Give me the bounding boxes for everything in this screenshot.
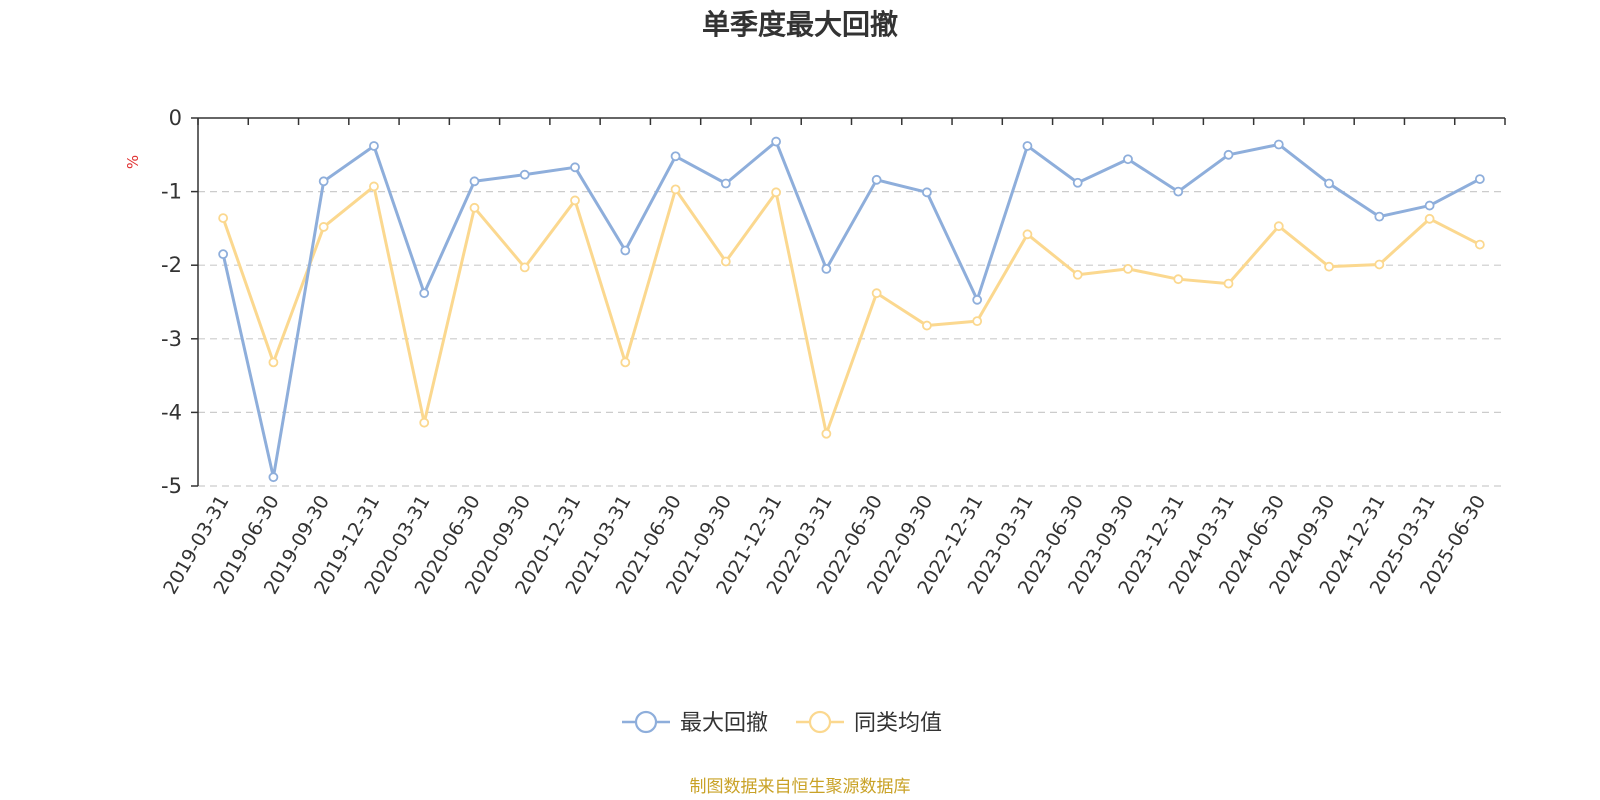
data-point[interactable]: [1173, 274, 1184, 285]
data-point[interactable]: [1424, 213, 1435, 224]
data-point[interactable]: [1424, 200, 1435, 211]
series-line: [221, 184, 1481, 436]
data-point[interactable]: [1223, 278, 1234, 289]
data-point[interactable]: [419, 288, 430, 299]
data-point[interactable]: [1173, 186, 1184, 197]
data-point[interactable]: [1123, 154, 1133, 165]
data-point[interactable]: [1324, 261, 1334, 272]
data-point[interactable]: [620, 357, 631, 368]
legend-label: 同类均值: [854, 711, 942, 736]
data-point[interactable]: [268, 472, 279, 483]
data-point[interactable]: [821, 428, 832, 439]
y-tick-label: -3: [161, 327, 182, 351]
series-peer-average: [218, 181, 1485, 439]
data-point[interactable]: [1022, 229, 1033, 240]
data-point[interactable]: [871, 174, 882, 185]
y-tick-label: 0: [169, 106, 182, 130]
data-point[interactable]: [1072, 177, 1083, 188]
data-point[interactable]: [972, 294, 983, 305]
legend-label: 最大回撤: [680, 711, 768, 736]
data-point[interactable]: [419, 417, 430, 428]
data-point[interactable]: [922, 187, 932, 198]
data-point[interactable]: [369, 141, 379, 151]
data-point[interactable]: [1374, 211, 1385, 222]
y-tick-label: -2: [161, 253, 182, 277]
data-point[interactable]: [771, 187, 781, 198]
data-point[interactable]: [268, 357, 279, 368]
legend-marker: [808, 710, 832, 734]
data-point[interactable]: [1223, 149, 1234, 160]
data-point[interactable]: [570, 195, 580, 206]
data-point[interactable]: [218, 213, 229, 223]
legend-marker: [634, 710, 658, 734]
data-point[interactable]: [620, 245, 631, 256]
data-point[interactable]: [670, 151, 681, 162]
legend-item-peer-average[interactable]: 同类均值: [796, 710, 942, 736]
y-tick-label: -4: [161, 400, 182, 424]
data-point[interactable]: [469, 202, 480, 213]
data-point[interactable]: [821, 263, 832, 274]
data-point[interactable]: [1324, 178, 1334, 189]
series-max-drawdown: [218, 136, 1485, 483]
data-point[interactable]: [469, 176, 480, 187]
series-line: [221, 140, 1481, 479]
data-point[interactable]: [1474, 239, 1485, 250]
data-point[interactable]: [369, 181, 379, 192]
legend-item-max-drawdown[interactable]: 最大回撤: [622, 710, 768, 736]
data-point[interactable]: [1273, 139, 1284, 150]
y-axis-unit-label: %: [124, 155, 142, 169]
data-point[interactable]: [871, 288, 882, 299]
data-point[interactable]: [318, 222, 329, 232]
data-point[interactable]: [519, 262, 530, 273]
y-tick-label: -1: [161, 180, 182, 204]
data-point[interactable]: [922, 320, 932, 331]
data-point[interactable]: [720, 256, 731, 267]
data-point[interactable]: [1022, 141, 1033, 151]
legend[interactable]: 最大回撤 同类均值: [622, 710, 942, 736]
axes: 0-1-2-3-4-52019-03-312019-06-302019-09-3…: [159, 106, 1506, 598]
data-point[interactable]: [972, 316, 983, 327]
data-point[interactable]: [570, 162, 580, 173]
data-point[interactable]: [519, 169, 530, 180]
series-lines: [218, 136, 1485, 483]
data-point[interactable]: [1474, 174, 1485, 184]
data-point[interactable]: [1273, 221, 1284, 232]
data-point[interactable]: [720, 178, 731, 189]
data-point[interactable]: [1072, 269, 1083, 280]
data-point[interactable]: [218, 249, 229, 260]
y-tick-label: -5: [161, 474, 182, 498]
data-point[interactable]: [670, 184, 681, 195]
grid-lines: [198, 191, 1505, 487]
data-point[interactable]: [1374, 259, 1385, 270]
chart-title: 单季度最大回撤: [702, 8, 898, 41]
data-point[interactable]: [771, 136, 781, 147]
data-source-note: 制图数据来自恒生聚源数据库: [690, 777, 911, 797]
data-point[interactable]: [318, 176, 329, 187]
data-point[interactable]: [1123, 263, 1133, 274]
